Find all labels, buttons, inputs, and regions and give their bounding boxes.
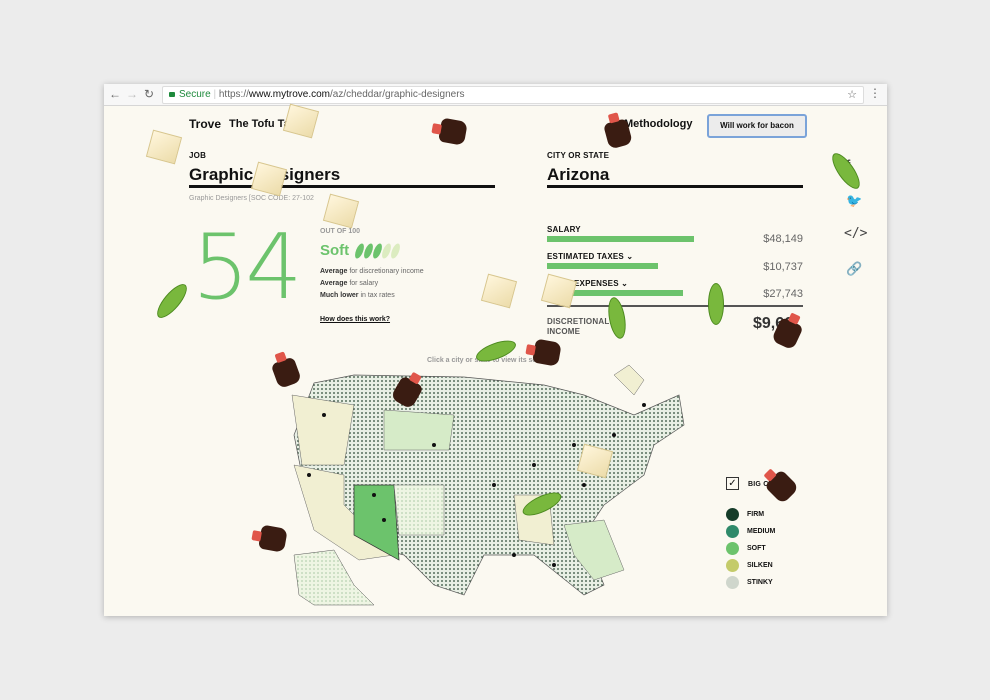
city-dot[interactable] [612,433,616,437]
salary-bar [547,236,694,242]
discretional-label-2: INCOME [547,327,581,336]
expenses-bar [547,290,683,296]
taxes-value: $10,737 [763,261,803,273]
lock-icon [169,91,175,97]
embed-icon[interactable]: </> [844,226,868,241]
chevron-down-icon: ⌄ [621,279,629,288]
rating-pods [353,242,402,260]
bookmark-star-icon[interactable]: ☆ [847,89,857,101]
url-scheme: https:// [218,89,249,100]
state-shape[interactable] [383,409,455,451]
secure-label: Secure [179,89,211,100]
soy-sauce-bottle-icon [767,306,810,353]
city-dot[interactable] [372,493,376,497]
how-does-this-work-link[interactable]: How does this work? [320,316,391,323]
tofu-cube-icon [480,273,518,309]
big-city-checkbox[interactable]: ✓ [726,477,739,490]
job-field[interactable]: Graphic Designers [189,165,495,188]
legend-item: STINKY [726,576,773,589]
tofu-cube-icon [540,273,578,309]
state-alaska[interactable] [293,549,375,606]
edamame-icon [605,295,629,341]
chevron-down-icon: ⌄ [626,252,634,261]
url-host: www.mytrove.com [248,89,330,100]
legend-item: FIRM [726,508,764,521]
soc-code: Graphic Designers [SOC CODE: 27-102 [189,195,314,202]
soy-sauce-bottle-icon [248,520,291,556]
city-dot[interactable] [322,413,326,417]
salary-value: $48,149 [763,233,803,245]
city-dot[interactable] [492,483,496,487]
expenses-label[interactable]: EXPENSES ⌄ [574,279,629,288]
state-arizona[interactable] [353,484,400,561]
browser-menu-icon[interactable]: ⋮ [869,86,881,100]
page-content: Trove The Tofu Ta Methodology Will work … [104,103,887,616]
edamame-icon [708,283,724,325]
state-shape[interactable] [613,364,645,396]
score-out-of: OUT OF 100 [320,228,361,235]
city-dot[interactable] [642,403,646,407]
city-dot[interactable] [432,443,436,447]
us-map[interactable] [284,355,704,616]
methodology-link[interactable]: Methodology [624,118,693,130]
edamame-icon [827,149,865,193]
city-dot[interactable] [512,553,516,557]
will-work-for-bacon-button[interactable]: Will work for bacon [707,114,807,138]
city-dot[interactable] [382,518,386,522]
legend-item: SILKEN [726,559,773,572]
score-value: 54 [192,215,303,320]
city-dot[interactable] [532,463,536,467]
state-shape[interactable] [563,519,625,581]
location-field[interactable]: Arizona [547,165,803,188]
soy-sauce-bottle-icon [598,108,637,152]
browser-window: ← → ↻ Secure | https://www.mytrove.com/a… [104,84,887,616]
salary-label: SALARY [547,225,581,234]
tofu-cube-icon [282,103,320,139]
legend-item: MEDIUM [726,525,775,538]
twitter-icon[interactable]: 🐦 [846,193,863,208]
score-line: Average for discretionary income [320,268,424,275]
site-subtitle: The Tofu Ta [229,118,290,130]
reload-icon[interactable]: ↻ [143,87,155,101]
big-city-label: BIG CIT [748,481,776,488]
tofu-cube-icon [322,193,360,229]
soy-sauce-bottle-icon [428,113,471,149]
location-label: CITY OR STATE [547,151,610,160]
edamame-icon [152,279,192,323]
discretional-label-1: DISCRETIONAL [547,317,610,326]
taxes-label[interactable]: ESTIMATED TAXES ⌄ [547,252,634,261]
taxes-bar [547,263,658,269]
state-shape[interactable] [393,484,445,536]
city-dot[interactable] [572,443,576,447]
brand-logo[interactable]: Trove [189,117,222,131]
expenses-value: $27,743 [763,288,803,300]
city-dot[interactable] [552,563,556,567]
soy-sauce-bottle-icon [755,460,803,508]
score-line: Average for salary [320,280,379,287]
tofu-cube-icon [145,129,183,165]
soy-sauce-bottle-icon [522,334,565,370]
job-label: JOB [189,151,207,160]
score-line: Much lower in tax rates [320,292,395,299]
url-path: /az/cheddar/graphic-designers [330,89,465,100]
city-dot[interactable] [307,473,311,477]
address-bar[interactable]: Secure | https://www.mytrove.com/az/ched… [162,86,864,104]
city-dot[interactable] [582,483,586,487]
legend-item: SOFT [726,542,766,555]
finance-divider [547,305,803,307]
browser-toolbar: ← → ↻ Secure | https://www.mytrove.com/a… [104,84,887,106]
score-rating: Soft [320,242,350,259]
forward-icon[interactable]: → [126,87,138,101]
back-icon[interactable]: ← [109,87,121,101]
link-icon[interactable]: 🔗 [846,261,863,276]
state-shape[interactable] [291,394,355,466]
